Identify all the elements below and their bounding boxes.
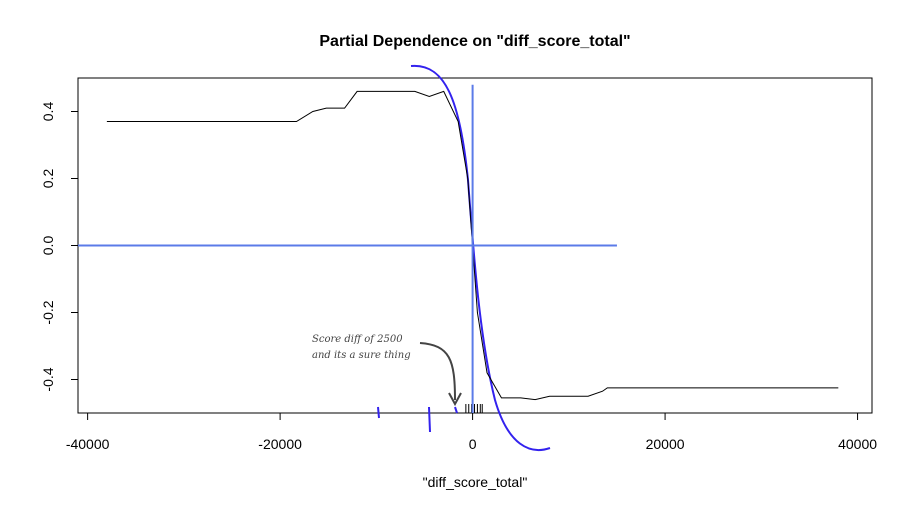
x-tick-label: -20000	[258, 436, 302, 452]
x-tick-label: 0	[469, 436, 477, 452]
hand-drawn-curve	[410, 64, 551, 452]
chart-title: Partial Dependence on "diff_score_total"	[319, 33, 630, 50]
x-tick-label: 40000	[838, 436, 877, 452]
x-tick-label: 20000	[646, 436, 685, 452]
x-tick-label: -40000	[66, 436, 110, 452]
annotation-arrow	[419, 342, 456, 401]
y-tick-label: -0.2	[40, 300, 56, 324]
y-tick-label: -0.4	[40, 367, 56, 391]
y-tick-label: 0.2	[40, 169, 56, 189]
hand-drawn-mark	[377, 406, 458, 433]
y-tick-label: 0.4	[40, 102, 56, 122]
arrow-head	[448, 392, 462, 407]
annotation: Score diff of 2500	[312, 334, 403, 345]
annotation: and its a sure thing	[312, 350, 411, 361]
data-line	[106, 90, 839, 401]
y-tick-label: 0.0	[40, 236, 56, 256]
x-axis-label: "diff_score_total"	[423, 474, 528, 490]
